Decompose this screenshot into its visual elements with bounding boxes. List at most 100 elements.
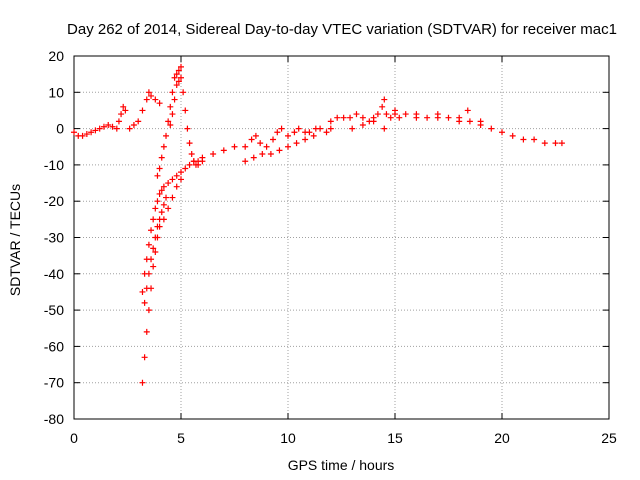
data-point xyxy=(118,111,125,118)
data-point xyxy=(248,136,255,143)
data-point xyxy=(152,96,159,103)
data-point xyxy=(165,118,172,125)
data-point xyxy=(541,140,548,147)
data-point xyxy=(520,136,527,143)
data-point xyxy=(165,180,172,187)
data-point xyxy=(148,256,155,263)
data-point xyxy=(317,125,324,132)
data-point xyxy=(188,151,195,158)
data-point xyxy=(173,183,180,190)
y-tick-label: -80 xyxy=(44,411,64,427)
data-point xyxy=(327,118,334,125)
data-point xyxy=(156,100,163,107)
x-axis-label: GPS time / hours xyxy=(288,457,395,473)
data-point xyxy=(464,107,471,114)
data-point xyxy=(173,71,180,78)
data-point xyxy=(178,176,184,183)
data-point xyxy=(169,176,176,183)
data-point xyxy=(145,270,152,277)
data-point xyxy=(139,107,146,114)
data-point xyxy=(126,125,133,132)
data-point xyxy=(295,125,302,132)
data-point xyxy=(466,118,473,125)
data-point xyxy=(150,216,157,223)
data-point xyxy=(413,111,420,118)
data-point xyxy=(150,263,157,270)
data-point xyxy=(259,151,266,158)
data-point xyxy=(456,114,463,121)
y-tick-label: 20 xyxy=(48,48,64,64)
x-tick-label: 25 xyxy=(601,430,617,446)
data-point xyxy=(379,103,386,110)
data-point xyxy=(160,201,167,208)
data-point xyxy=(374,111,381,118)
data-point xyxy=(252,132,259,139)
data-point xyxy=(242,158,249,165)
y-tick-label: 10 xyxy=(48,84,64,100)
data-point xyxy=(552,140,559,147)
data-point xyxy=(115,118,122,125)
data-point xyxy=(143,96,150,103)
chart-title: Day 262 of 2014, Sidereal Day-to-day VTE… xyxy=(67,21,617,38)
data-point xyxy=(392,107,398,114)
data-point xyxy=(383,111,390,118)
data-point xyxy=(199,158,206,165)
x-tick-label: 10 xyxy=(280,430,296,446)
data-point xyxy=(302,136,309,143)
data-point xyxy=(158,209,165,216)
data-point xyxy=(135,118,142,125)
data-point xyxy=(175,78,182,85)
data-point xyxy=(139,379,146,386)
data-point xyxy=(186,161,193,168)
data-point xyxy=(145,89,152,96)
data-point xyxy=(323,129,330,136)
data-point xyxy=(160,143,167,150)
data-point xyxy=(242,143,249,150)
y-tick-label: -30 xyxy=(44,230,64,246)
y-tick-label: -40 xyxy=(44,266,64,282)
data-point xyxy=(160,183,167,190)
y-tick-label: -60 xyxy=(44,338,64,354)
data-point xyxy=(145,307,152,314)
data-point xyxy=(445,114,452,121)
data-point xyxy=(152,205,159,212)
data-point xyxy=(278,125,285,132)
data-point xyxy=(158,154,165,161)
data-point xyxy=(291,129,298,136)
data-point xyxy=(190,158,197,165)
data-point xyxy=(154,172,161,179)
data-point xyxy=(349,125,356,132)
y-tick-label: -70 xyxy=(44,375,64,391)
data-point xyxy=(195,161,202,168)
data-points xyxy=(71,63,565,386)
data-point xyxy=(182,165,189,172)
data-point xyxy=(276,147,283,154)
data-point xyxy=(310,132,317,139)
data-point xyxy=(231,143,238,150)
data-point xyxy=(145,241,152,248)
data-point xyxy=(105,121,112,128)
data-point xyxy=(293,140,300,147)
x-tick-label: 15 xyxy=(387,430,403,446)
data-point xyxy=(509,132,516,139)
data-point xyxy=(274,129,281,136)
data-point xyxy=(175,67,182,74)
data-point xyxy=(178,63,184,70)
data-point xyxy=(152,234,159,241)
data-point xyxy=(396,114,403,121)
data-point xyxy=(402,111,409,118)
data-point xyxy=(150,245,157,252)
data-point xyxy=(143,328,150,335)
data-point xyxy=(109,123,116,130)
data-point xyxy=(250,154,257,161)
data-point xyxy=(154,198,161,205)
data-point xyxy=(381,96,388,103)
data-point xyxy=(184,125,191,132)
data-point xyxy=(210,151,217,158)
data-point xyxy=(381,125,388,132)
data-point xyxy=(424,114,431,121)
data-point xyxy=(334,114,341,121)
data-point xyxy=(113,125,120,132)
y-tick-label: -20 xyxy=(44,193,64,209)
